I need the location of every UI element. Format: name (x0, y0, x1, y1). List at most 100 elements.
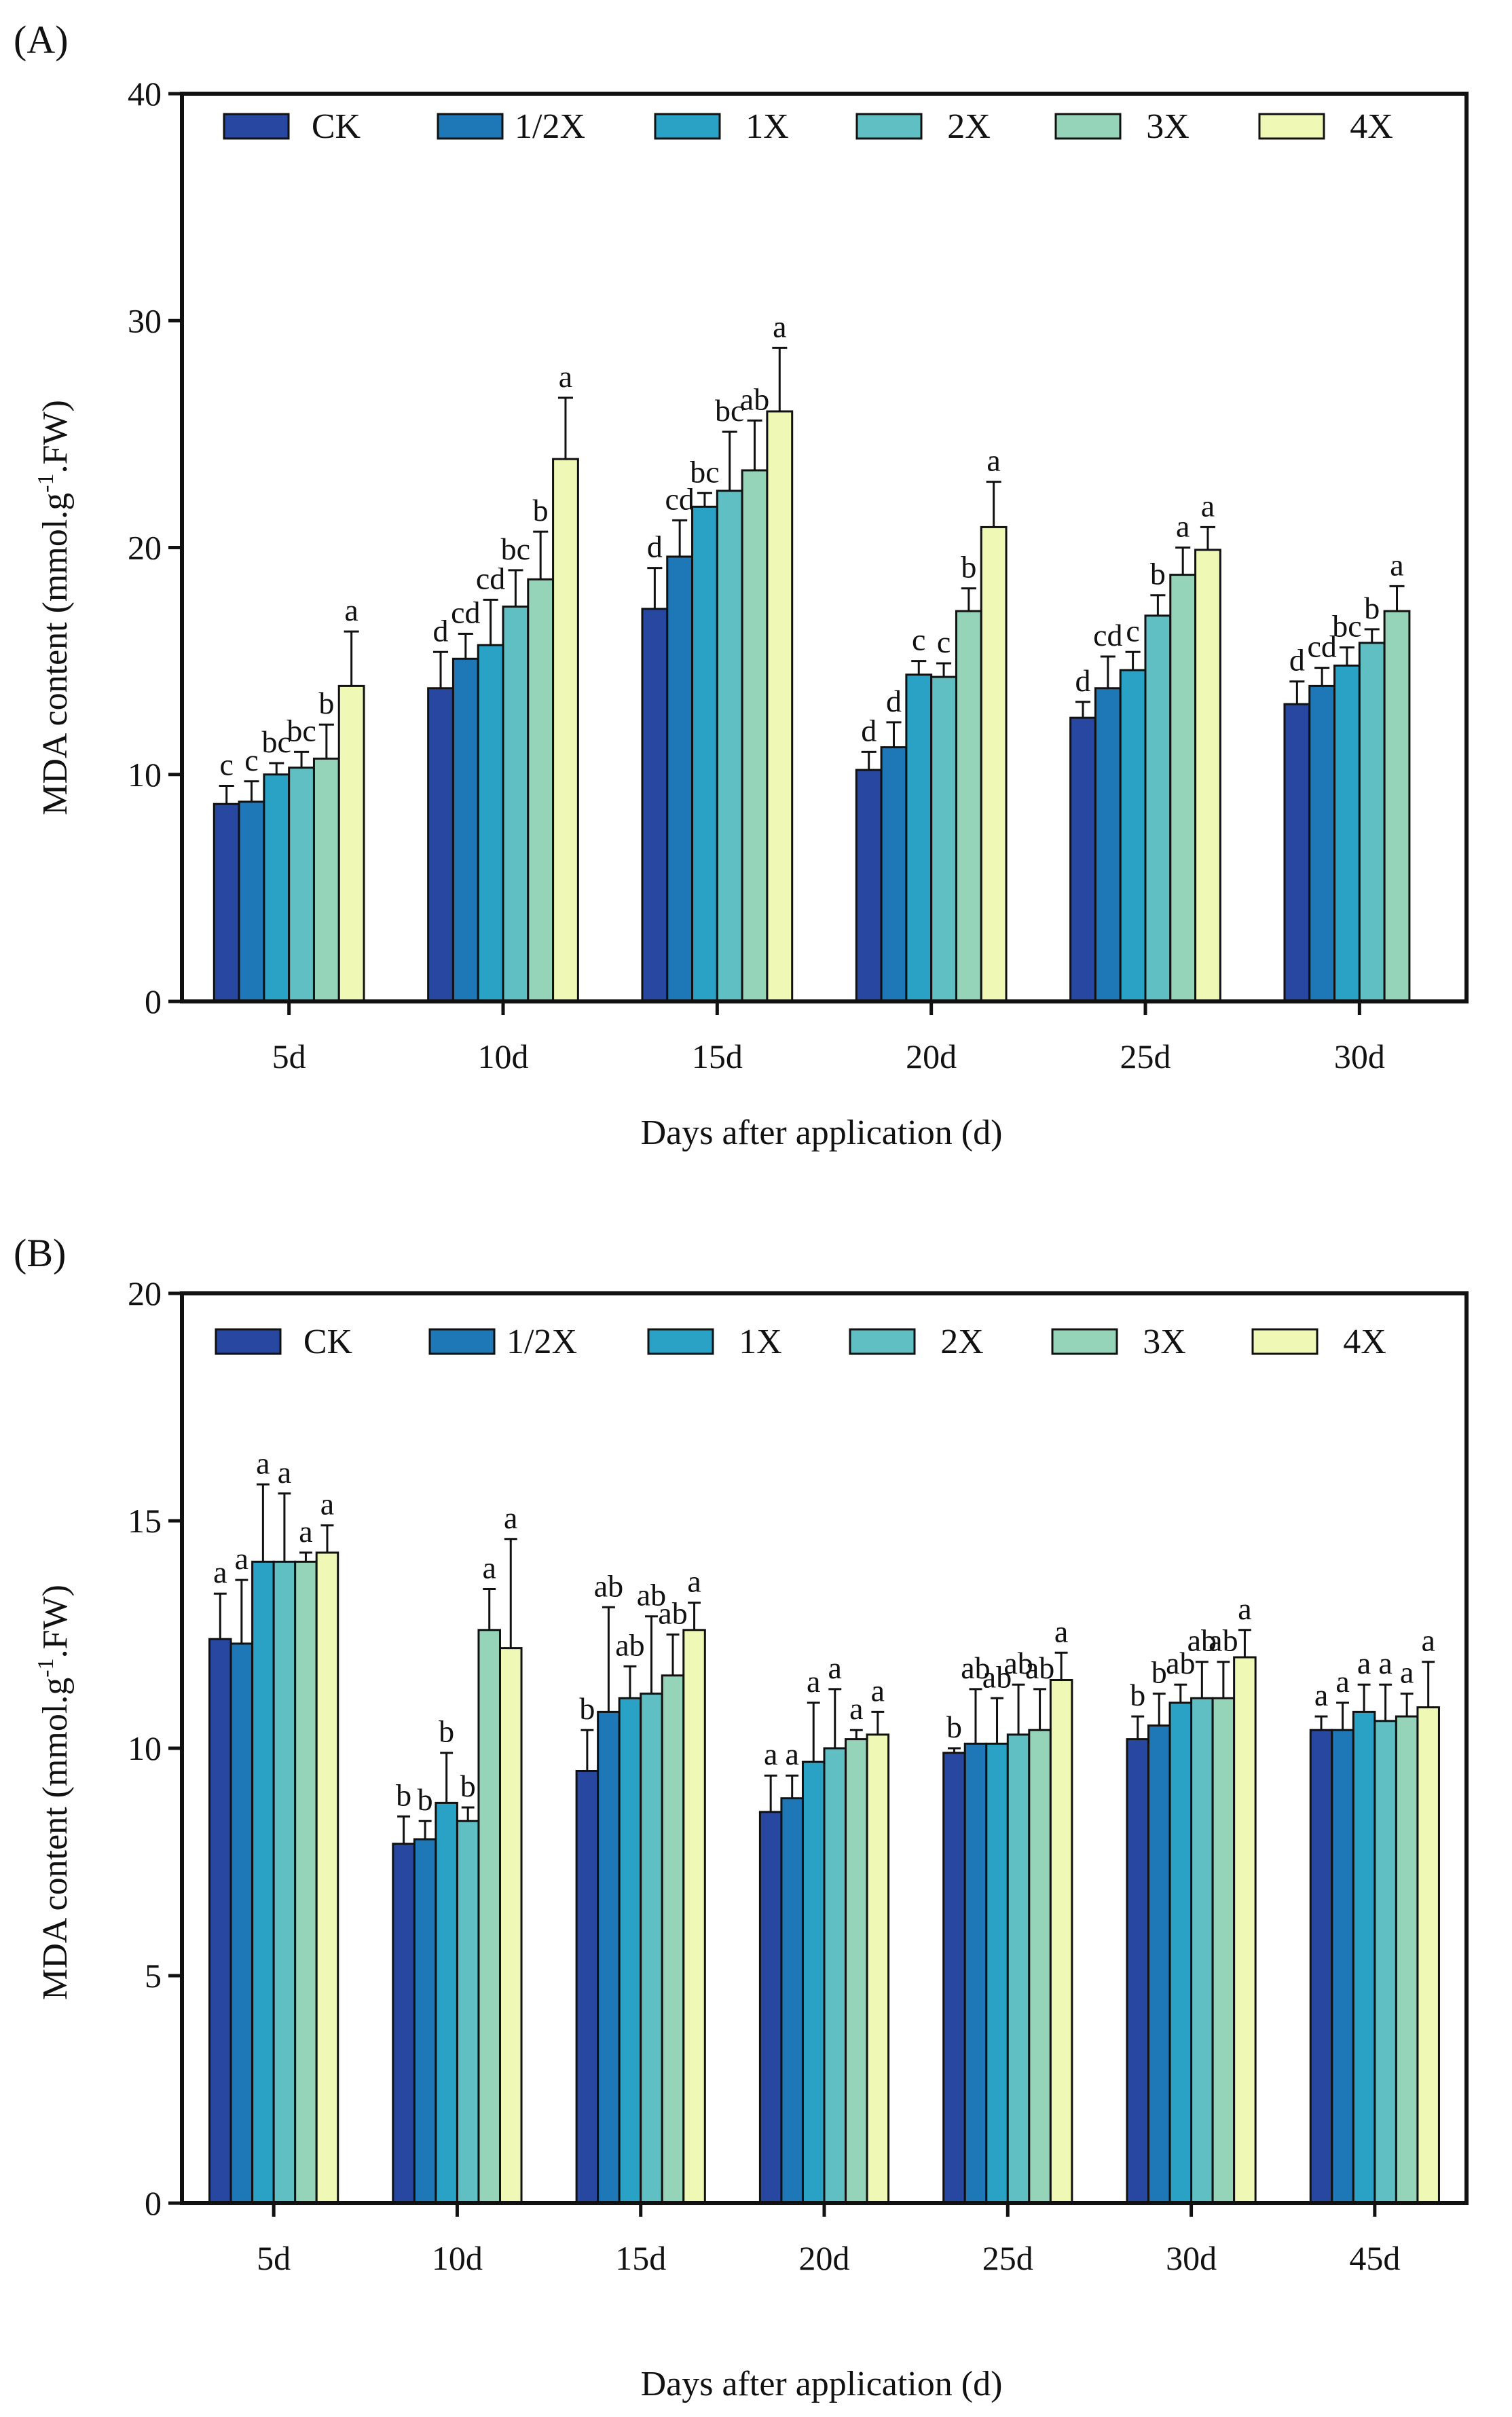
panel-b-significance-label: ab (637, 1578, 666, 1612)
panel-b-bar (392, 1843, 416, 2204)
panel-a-significance-label: d (433, 613, 449, 648)
panel-b-bar (413, 1838, 437, 2204)
panel-b-bar (1006, 1733, 1031, 2204)
panel-a-bar (427, 687, 454, 1003)
panel-b-bar (229, 1642, 254, 2204)
panel-a-bar (741, 469, 769, 1003)
panel-b-significance-label: ab (982, 1659, 1012, 1694)
panel-a-legend-swatch (437, 113, 504, 140)
panel-a-significance-label: bc (287, 713, 316, 748)
panel-a-bar (312, 757, 340, 1003)
panel-a-significance-label: c (912, 623, 925, 657)
panel-a-ytick-label: 0 (145, 982, 162, 1020)
panel-b-legend-swatch (647, 1328, 714, 1355)
panel-a-bar (1094, 687, 1122, 1003)
panel-a-significance-label: b (961, 550, 976, 585)
panel-b-bar (618, 1697, 642, 2204)
panel-a-bar (1308, 684, 1336, 1003)
panel-a-bar (451, 657, 479, 1003)
panel-b-legend-swatch (1251, 1328, 1319, 1355)
panel-a-ytick-label: 40 (128, 75, 162, 113)
panel-a-legend-label: 1/2X (515, 107, 585, 146)
panel-b-significance-label: b (1130, 1678, 1145, 1712)
panel-b-ytick-label: 10 (128, 1729, 162, 1767)
panel-a-bar (930, 676, 957, 1003)
panel-b-bar (1126, 1738, 1150, 2204)
panel-a-bar (477, 644, 504, 1003)
panel-a-significance-label: b (1364, 591, 1380, 625)
panel-b-significance-label: b (946, 1710, 962, 1744)
panel-b-legend-swatch (428, 1328, 496, 1355)
panel-b-bar (1211, 1697, 1236, 2204)
panel-a-legend-label: CK (312, 107, 361, 146)
panel-b-xtick-label: 45d (1349, 2239, 1400, 2277)
panel-b-legend-label: 4X (1343, 1323, 1386, 1361)
panel-a-significance-label: cd (1307, 629, 1336, 664)
panel-b-xtick-label: 15d (615, 2239, 666, 2277)
panel-a-legend-swatch (223, 113, 290, 140)
panel-b-bar (597, 1710, 621, 2204)
panel-a-bar (880, 746, 908, 1003)
panel-b-significance-label: ab (1166, 1646, 1195, 1680)
panel-b-legend-swatch (1051, 1328, 1118, 1355)
panel-a-bar (980, 525, 1008, 1003)
panel-a-bar (1383, 610, 1411, 1003)
panel-a-bar (955, 610, 982, 1003)
panel-b-significance-label: a (504, 1500, 517, 1535)
panel-b-significance-label: a (1238, 1591, 1251, 1626)
panel-a-bar (502, 605, 530, 1003)
panel-b-plot-frame (180, 1291, 1469, 2205)
panel-a-bar (691, 505, 718, 1003)
panel-a-bar (288, 767, 315, 1003)
panel-a-significance-label: b (318, 686, 334, 720)
panel-b-ytick-label: 15 (128, 1502, 162, 1540)
panel-b-bar (640, 1693, 663, 2204)
panel-b-bar (942, 1752, 966, 2204)
panel-a-bar (1194, 549, 1221, 1003)
panel-b-bar (1309, 1729, 1333, 2204)
panel-a-bar (716, 490, 743, 1003)
panel-b-bar (1168, 1701, 1193, 2204)
panel-b-significance-label: b (579, 1691, 595, 1726)
panel-b-significance-label: a (256, 1445, 270, 1480)
panel-a-xtick-label: 5d (272, 1037, 306, 1075)
panel-a-bar (1119, 669, 1147, 1003)
panel-b-significance-label: ab (615, 1627, 644, 1662)
panel-b-bar (1395, 1715, 1419, 2204)
panel-a-bar (855, 769, 883, 1003)
panel-b-bar (682, 1629, 706, 2204)
panel-b-significance-label: b (418, 1782, 433, 1817)
panel-b-ytick-label: 0 (145, 2184, 162, 2222)
panel-a-bar (1358, 642, 1386, 1003)
panel-a-significance-label: cd (451, 595, 480, 630)
panel-b-significance-label: a (687, 1564, 701, 1599)
panel-b-significance-label: a (213, 1555, 227, 1589)
panel-a-significance-label: b (533, 493, 549, 528)
panel-b-bar (315, 1551, 339, 2204)
panel-a-bar (238, 800, 265, 1003)
panel-b-significance-label: ab (1187, 1623, 1217, 1658)
panel-b-bar (456, 1820, 480, 2204)
panel-a-significance-label: bc (501, 532, 530, 566)
panel-b-significance-label: ab (594, 1568, 623, 1603)
panel-a-significance-label: cd (665, 481, 694, 516)
panel-a-xtick-label: 10d (478, 1037, 529, 1075)
panel-a-legend-swatch (1258, 113, 1325, 140)
panel-b-significance-label: a (1421, 1623, 1435, 1658)
panel-b-significance-label: a (235, 1541, 248, 1576)
panel-a-bar (1333, 664, 1361, 1003)
panel-b-bar (1028, 1729, 1052, 2204)
panel-b-xlabel: Days after application (d) (641, 2365, 1003, 2403)
panel-b-bar (801, 1760, 826, 2204)
panel-b-significance-label: a (299, 1514, 312, 1549)
panel-a-significance-label: bc (715, 393, 744, 428)
panel-a-significance-label: bc (262, 724, 291, 759)
panel-b-bar (1373, 1720, 1397, 2204)
panel-b-significance-label: ab (1003, 1646, 1033, 1680)
panel-b-significance-label: b (396, 1778, 411, 1813)
panel-b-bar (272, 1560, 297, 2204)
panel-a-legend-label: 2X (947, 107, 991, 146)
panel-a-bar (552, 458, 579, 1003)
panel-b-bar (1416, 1706, 1440, 2204)
